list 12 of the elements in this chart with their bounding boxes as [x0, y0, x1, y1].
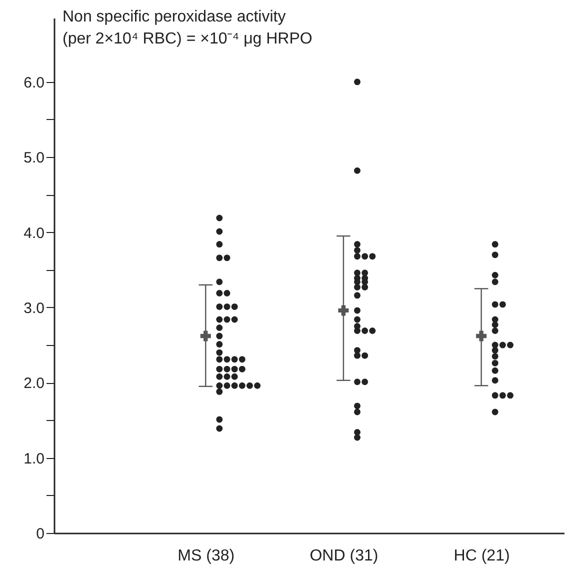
y-tick-label: 5.0 — [24, 150, 44, 167]
y-tick-label: 3.0 — [24, 300, 44, 317]
y-tick-label: 2.0 — [24, 375, 44, 392]
y-tick-label: 6.0 — [24, 74, 44, 92]
text: (per 2×10⁴ RBC) = ×10⁻⁴ μg HRPO — [62, 30, 312, 48]
x-tick-label: OND (31) — [310, 548, 378, 564]
y-tick-label: 0 — [36, 526, 44, 542]
x-tick-label: HC (21) — [454, 548, 510, 564]
y-tick-label: 1.0 — [24, 450, 44, 468]
x-tick-label: MS (38) — [178, 548, 235, 564]
text: Non specific peroxidase activity — [62, 8, 286, 26]
y-tick-label: 4.0 — [24, 224, 44, 242]
